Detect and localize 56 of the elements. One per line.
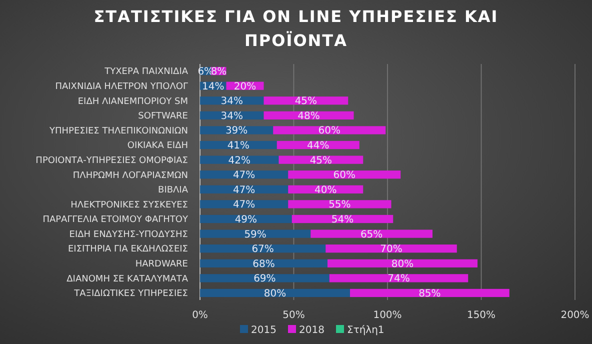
data-label: 54%	[331, 214, 354, 226]
x-tick-label: 50%	[282, 310, 305, 321]
y-tick-label: ΠΡΟΙΟΝΤΑ-ΥΠΗΡΕΣΙΕΣ ΟΜΟΡΦΙΑΣ	[36, 156, 188, 166]
data-label: 20%	[234, 81, 256, 92]
x-tick-label: 0%	[192, 310, 208, 321]
data-label: 47%	[232, 200, 256, 211]
y-tick-label: ΕΙΣΙΤΗΡΙΑ ΓΙΑ ΕΚΔΗΛΩΣΕΙΣ	[68, 244, 188, 255]
y-tick-label: ΤΑΞΙΔΙΩΤΙΚΕΣ ΥΠΗΡΕΣΙΕΣ	[73, 289, 188, 300]
data-label: 74%	[388, 274, 410, 285]
legend-label: Στήλη1	[347, 325, 384, 336]
data-label: 42%	[228, 155, 250, 166]
data-label: 60%	[318, 126, 340, 137]
legend-label: 2015	[251, 325, 276, 336]
data-label: 59%	[244, 229, 266, 240]
y-tick-label: ΟΙΚΙΑΚΑ ΕΙΔΗ	[127, 141, 188, 152]
y-tick-label: ΤΥΧΕΡΑ ΠΑΙΧΝΙΔΙΑ	[104, 67, 189, 78]
y-tick-label: ΠΛΗΡΩΜΗ ΛΟΓΑΡΙΑΣΜΩΝ	[72, 170, 188, 181]
x-tick-label: 150%	[466, 310, 496, 321]
data-label: 65%	[360, 229, 383, 240]
x-tick-label: 200%	[560, 310, 590, 321]
data-label: 60%	[333, 170, 356, 182]
y-tick-label: ΠΑΙΧΝΙΔΙΑ ΗΛΕΤΡΟΝ ΥΠΟΛΟΓ	[55, 82, 188, 92]
y-tick-label: ΔΙΑΝΟΜΗ ΣΕ ΚΑΤΑΛΥΜΑΤΑ	[66, 274, 189, 284]
y-tick-label: HARDWARE	[135, 260, 188, 270]
data-label: 8%	[210, 66, 227, 78]
data-label: 68%	[252, 258, 275, 270]
data-label: 44%	[307, 140, 330, 152]
y-tick-label: ΗΛΕΚΤΡΟΝΙΚΕΣ ΣΥΣΚΕΥΕΣ	[70, 200, 188, 210]
data-label: 80%	[264, 288, 286, 300]
data-label: 85%	[418, 288, 441, 300]
data-label: 14%	[202, 81, 224, 92]
data-label: 47%	[232, 170, 256, 182]
y-tick-label: ΕΙΔΗ ΛΙΑΝΕΜΠΟΡΙΟΥ SM	[78, 96, 188, 107]
data-label: 39%	[225, 126, 248, 137]
y-tick-label: ΠΑΡΑΓΓΕΛΙΑ ΕΤΟΙΜΟΥ ΦΑΓΗΤΟΥ	[42, 215, 188, 226]
y-tick-label: ΥΠΗΡΕΣΙΕΣ ΤΗΛΕΠΙΚΟΙΝΩΝΙΩΝ	[48, 126, 188, 136]
chart-title: ΣΤΑΤΙΣΤΙΚΕΣ ΓΙΑ ON LINE ΥΠΗΡΕΣΙΕΣ ΚΑΙ ΠΡΟΪΟΝΤΑ	[94, 7, 498, 50]
legend-label: 2018	[299, 325, 324, 336]
data-label: 45%	[294, 96, 318, 108]
data-label: 34%	[220, 96, 243, 108]
y-tick-label: SOFTWARE	[138, 112, 188, 122]
data-label: 41%	[227, 140, 250, 152]
data-label: 34%	[220, 110, 243, 122]
data-label: 67%	[252, 244, 274, 256]
data-label: 48%	[298, 110, 320, 122]
data-label: 55%	[328, 200, 351, 211]
data-label: 47%	[232, 184, 256, 196]
data-label: 80%	[391, 258, 414, 270]
y-tick-label: ΕΙΔΗ ΕΝΔΥΣΗΣ-ΥΠΟΔΥΣΗΣ	[69, 230, 188, 240]
data-label: 70%	[380, 244, 402, 256]
data-label: 40%	[314, 184, 337, 196]
data-label: 69%	[254, 274, 276, 285]
x-tick-label: 100%	[373, 310, 402, 321]
data-label: 49%	[234, 214, 258, 226]
data-label: 45%	[310, 155, 332, 166]
y-tick-label: ΒΙΒΛΙΑ	[158, 186, 189, 196]
